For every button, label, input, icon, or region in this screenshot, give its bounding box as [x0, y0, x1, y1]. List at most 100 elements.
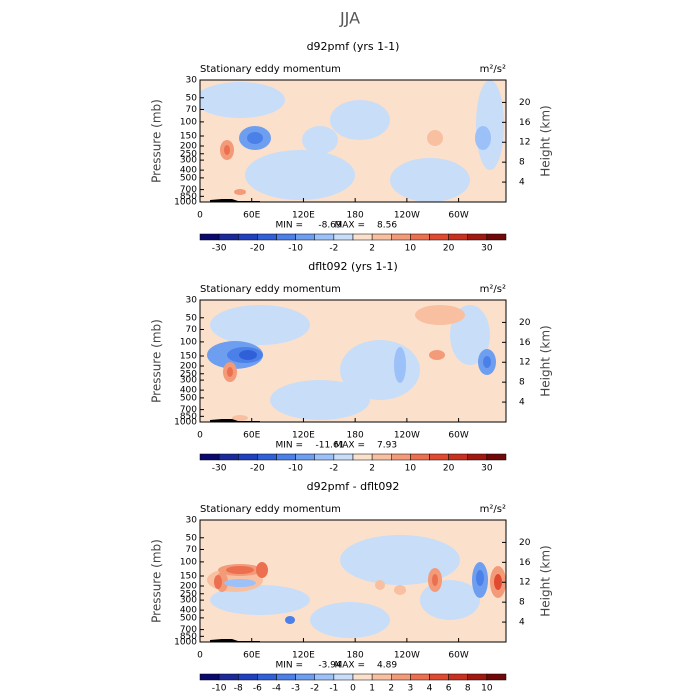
contour-patch — [256, 562, 268, 578]
y2-tick-label: 8 — [519, 598, 525, 608]
y2-tick-label: 12 — [519, 138, 530, 148]
panel-title: d92pmf - dflt092 — [307, 480, 400, 493]
colorbar-tick-label: 10 — [481, 684, 493, 694]
colorbar-tick-label: -2 — [329, 464, 338, 474]
colorbar-box — [238, 233, 258, 241]
colorbar-box — [314, 233, 335, 241]
panel-subtitle: Stationary eddy momentum — [200, 64, 341, 75]
colorbar-box — [352, 673, 373, 681]
colorbar-box — [257, 453, 277, 461]
contour-patch — [476, 570, 484, 586]
colorbar-box — [333, 673, 354, 681]
units: m²/s² — [480, 284, 506, 295]
max-label: MAX = — [335, 661, 366, 671]
contour-field — [200, 520, 506, 642]
colorbar-tick-label: -4 — [272, 684, 281, 694]
y-axis-label: Pressure (mb) — [150, 319, 164, 403]
y-tick-label: 1000 — [174, 638, 197, 648]
colorbar-tick-label: -8 — [234, 684, 243, 694]
y2-axis-label: Height (km) — [539, 105, 553, 176]
x-tick-label: 120W — [394, 651, 420, 661]
contour-patch — [375, 580, 385, 590]
panel: dflt092 (yrs 1-1) Stationary eddy momentu… — [150, 260, 553, 474]
contour-patch — [494, 574, 502, 590]
contour-patch — [234, 189, 246, 195]
colorbar-box — [467, 673, 488, 681]
colorbar-tick-label: 6 — [446, 684, 452, 694]
colorbar-tick-label: 30 — [481, 244, 493, 254]
y-tick-label: 400 — [180, 166, 197, 176]
colorbar-box — [467, 453, 488, 461]
colorbar-tick-label: -6 — [253, 684, 262, 694]
colorbar-box — [429, 453, 449, 461]
x-tick-label: 60W — [448, 651, 468, 661]
colorbar-tick-label: -2 — [329, 244, 338, 254]
contour-patch — [214, 575, 222, 589]
x-tick-label: 180 — [347, 211, 364, 221]
y-tick-label: 250 — [180, 589, 197, 599]
y-tick-label: 150 — [180, 131, 197, 141]
max-label: MAX = — [335, 221, 366, 231]
min-value: -8.69 — [318, 221, 342, 231]
y-tick-label: 250 — [180, 149, 197, 159]
panel-title: d92pmf (yrs 1-1) — [307, 40, 400, 53]
colorbar-box — [467, 233, 488, 241]
x-tick-label: 120E — [292, 431, 315, 441]
x-tick-label: 60E — [243, 431, 260, 441]
max-value: 8.56 — [377, 221, 397, 231]
contour-patch — [224, 579, 256, 587]
y-tick-label: 70 — [186, 545, 198, 555]
colorbar-tick-label: -3 — [291, 684, 300, 694]
y-tick-label: 400 — [180, 386, 197, 396]
colorbar-box — [314, 453, 335, 461]
y-tick-label: 150 — [180, 351, 197, 361]
y2-tick-label: 16 — [519, 558, 531, 568]
y2-axis-label: Height (km) — [539, 545, 553, 616]
colorbar-box — [429, 233, 449, 241]
panel: d92pmf (yrs 1-1) Stationary eddy momentum… — [150, 40, 553, 254]
colorbar-box — [486, 453, 507, 461]
contour-patch — [227, 367, 233, 377]
y-tick-label: 850 — [180, 632, 197, 642]
y-tick-label: 300 — [180, 156, 197, 166]
contour-patch — [302, 126, 338, 154]
y-tick-label: 30 — [186, 76, 198, 86]
contour-patch — [483, 356, 491, 368]
colorbar-box — [448, 673, 468, 681]
topography — [210, 419, 260, 422]
contour-patch — [475, 126, 491, 150]
y-tick-label: 700 — [180, 185, 197, 195]
colorbar-tick-label: 1 — [369, 684, 375, 694]
min-label: MIN = — [275, 661, 303, 671]
colorbar-box — [391, 673, 411, 681]
y2-tick-label: 4 — [519, 178, 525, 188]
colorbar-tick-label: 20 — [443, 244, 455, 254]
y-tick-label: 50 — [186, 533, 198, 543]
units: m²/s² — [480, 64, 506, 75]
contour-patch — [245, 150, 355, 200]
colorbar-tick-label: 3 — [408, 684, 414, 694]
y2-tick-label: 20 — [519, 318, 531, 328]
y2-tick-label: 4 — [519, 618, 525, 628]
topography — [210, 199, 260, 202]
panel-subtitle: Stationary eddy momentum — [200, 504, 341, 515]
y-tick-label: 850 — [180, 192, 197, 202]
colorbar-box — [371, 453, 392, 461]
x-tick-label: 180 — [347, 651, 364, 661]
colorbar-box — [410, 673, 430, 681]
colorbar-tick-label: -10 — [288, 464, 303, 474]
contour-patch — [232, 415, 248, 421]
colorbar-box — [371, 233, 392, 241]
colorbar-box — [352, 233, 373, 241]
y-tick-label: 150 — [180, 571, 197, 581]
y-tick-label: 100 — [180, 117, 197, 127]
x-tick-label: 60E — [243, 651, 260, 661]
x-tick-label: 120E — [292, 651, 315, 661]
min-label: MIN = — [275, 441, 303, 451]
colorbar-box — [199, 673, 220, 681]
y2-tick-label: 20 — [519, 98, 531, 108]
min-label: MIN = — [275, 221, 303, 231]
colorbar-box — [448, 233, 468, 241]
panel: d92pmf - dflt092 Stationary eddy momentum… — [150, 480, 553, 694]
